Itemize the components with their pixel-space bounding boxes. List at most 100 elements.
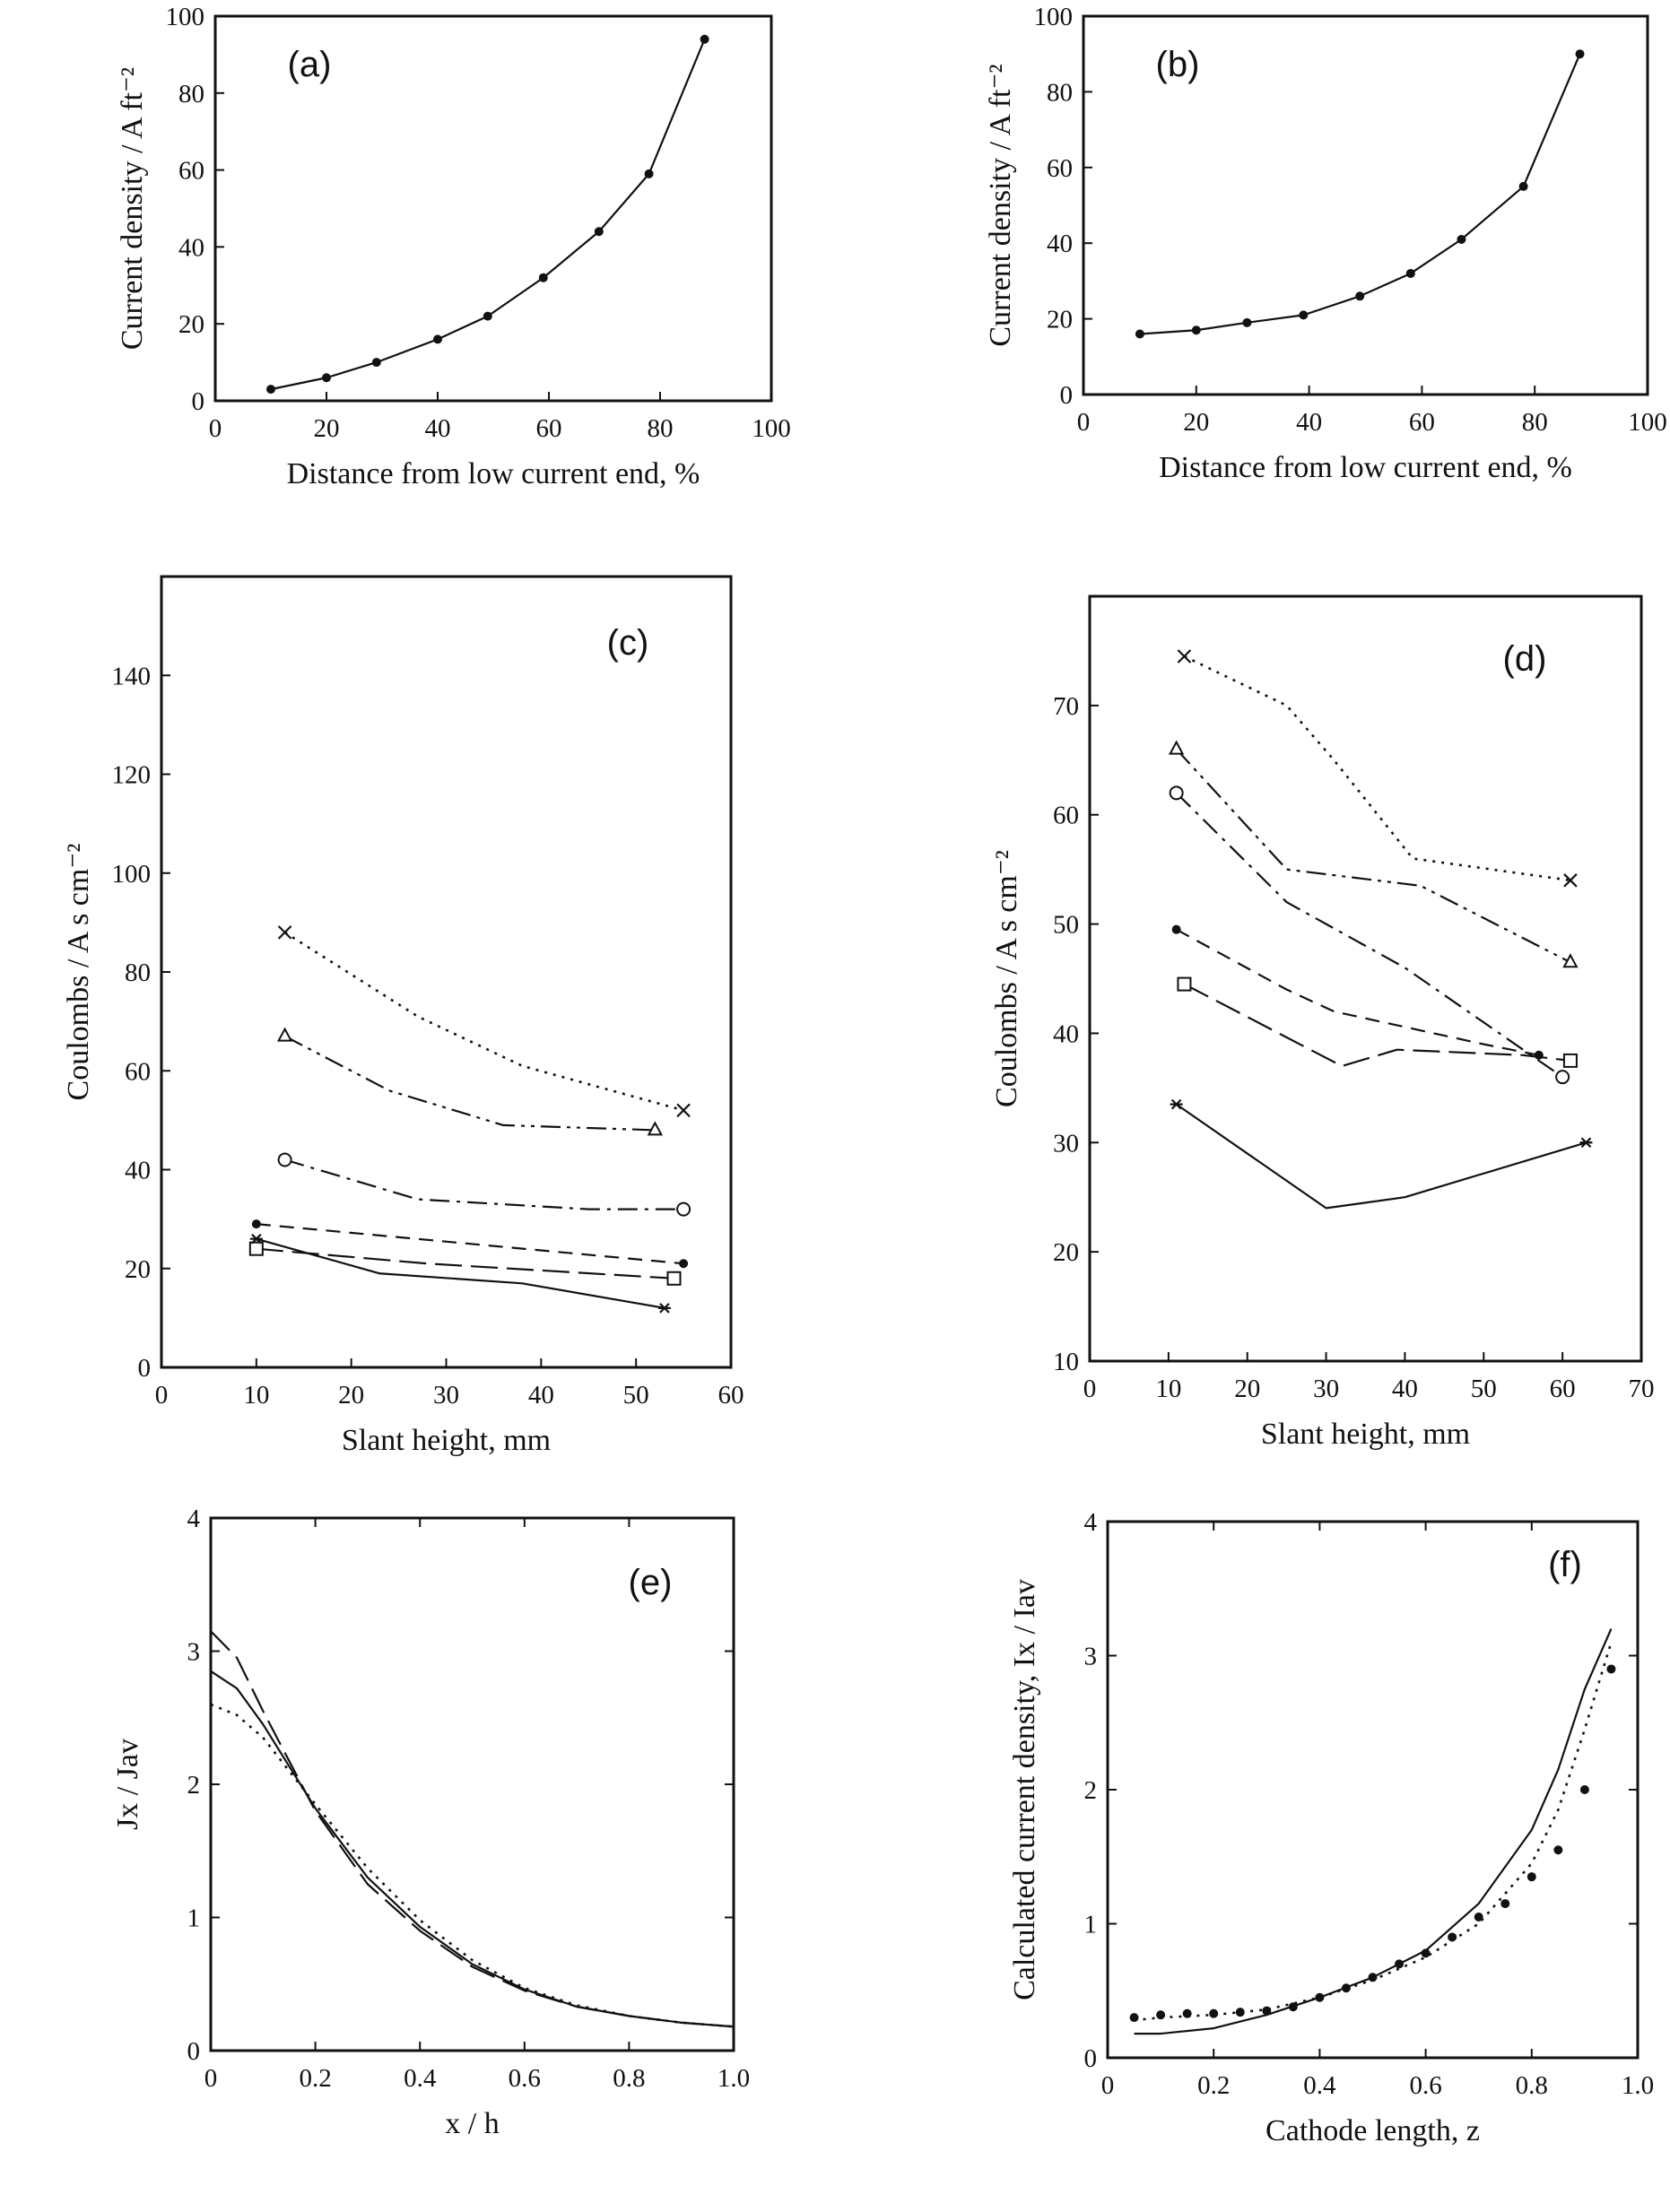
panel-a-y-tick-label: 40 xyxy=(178,233,204,262)
panel-e-y-tick-label: 2 xyxy=(187,1771,201,1800)
panel-d-frame xyxy=(1088,594,1643,1363)
panel-d-point xyxy=(1170,1098,1183,1110)
panel-c-point xyxy=(251,1219,261,1229)
panel-f-series-2-line xyxy=(1134,1642,1613,2022)
panel-c-y-tick-label: 0 xyxy=(138,1354,152,1383)
panel-d-x-tick-label: 20 xyxy=(1234,1375,1260,1403)
panel-c-y-tick-label: 140 xyxy=(112,662,152,690)
panel-c-point xyxy=(657,1303,671,1314)
panel-a-y-axis-title: Current density / A ft⁻² xyxy=(116,67,149,350)
panel-d-point xyxy=(1177,976,1192,992)
panel-f-x-tick-label: 0 xyxy=(1101,2071,1115,2100)
panel-d-series-6-line xyxy=(1176,1103,1587,1210)
panel-f-point xyxy=(1262,2006,1272,2016)
panel-f-y-axis-title: Calculated current density, Ix / Iav xyxy=(1008,1579,1041,2000)
panel-d-series-5 xyxy=(1177,976,1578,1068)
panel-b-y-tick-label: 20 xyxy=(1047,306,1073,334)
panel-d-y-tick-label: 50 xyxy=(1053,911,1079,940)
panel-a-point xyxy=(322,373,331,383)
panel-b-series-1 xyxy=(1135,49,1585,339)
panel-d-x-tick-label: 0 xyxy=(1083,1375,1097,1403)
panel-e-series-1 xyxy=(210,1630,735,2028)
panel-a-frame xyxy=(213,14,773,403)
panel-c-series-3 xyxy=(277,1152,691,1217)
panel-b-x-tick-label: 100 xyxy=(1628,408,1667,437)
panel-d-point xyxy=(1171,924,1181,934)
panel-f-series-3 xyxy=(1129,1664,1616,2023)
panel-f-x-axis-title: Cathode length, z xyxy=(1266,2114,1480,2147)
panel-c-x-tick-label: 30 xyxy=(433,1381,459,1410)
panel-c-point xyxy=(676,1103,691,1118)
panel-b-point xyxy=(1457,234,1466,244)
panel-d-point xyxy=(1579,1137,1593,1149)
panel-f-label: (f) xyxy=(1548,1545,1582,1584)
panel-c-y-tick-label: 100 xyxy=(112,860,152,889)
panel-d-point xyxy=(1562,953,1579,968)
panel-a-y-tick-label: 80 xyxy=(178,80,204,108)
panel-b-x-tick-label: 40 xyxy=(1296,408,1322,437)
panel-b-point xyxy=(1518,181,1528,191)
panel-d-x-tick-label: 70 xyxy=(1629,1375,1655,1403)
panel-e-series-2-line xyxy=(210,1670,735,2028)
panel-b-point xyxy=(1135,329,1144,339)
panel-f-x-tick-label: 0.2 xyxy=(1197,2071,1230,2100)
panel-d-series-4 xyxy=(1171,924,1544,1060)
panel-c-x-tick-label: 50 xyxy=(623,1381,649,1410)
panel-a-point xyxy=(594,227,604,237)
panel-c-point xyxy=(277,1152,292,1167)
panel-b-x-tick-label: 60 xyxy=(1409,408,1435,437)
panel-d-y-tick-label: 10 xyxy=(1053,1348,1079,1376)
panel-f-point xyxy=(1606,1664,1616,1674)
panel-a-point xyxy=(483,311,492,321)
panel-a-y-tick-label: 0 xyxy=(192,387,205,416)
panel-e-series-2 xyxy=(210,1670,735,2028)
panel-e-series-1-line xyxy=(210,1630,735,2028)
panel-d-x-tick-label: 50 xyxy=(1471,1375,1497,1403)
panel-e-y-tick-label: 3 xyxy=(187,1638,201,1667)
panel-d-y-tick-label: 40 xyxy=(1053,1019,1079,1048)
panel-b-point xyxy=(1575,49,1585,59)
panel-b-x-tick-label: 20 xyxy=(1183,408,1209,437)
panel-f-y-tick-label: 4 xyxy=(1084,1508,1098,1537)
panel-b-point xyxy=(1191,325,1201,335)
panel-d-point xyxy=(1555,1070,1570,1085)
panel-f-chart: 0 0.2 0.4 0.6 0.8 1.0 0 1 2 3 4 Cathode length, z Ca… xyxy=(1008,1508,1654,2147)
panel-b-y-tick-label: 60 xyxy=(1047,154,1073,183)
panel-c-series-2 xyxy=(276,1027,664,1136)
panel-f-point xyxy=(1526,1872,1536,1882)
panel-a-y-tick-label: 20 xyxy=(178,310,204,339)
panel-a-point xyxy=(644,169,654,178)
panel-d-series-1 xyxy=(1177,649,1578,888)
panel-a-series-1-line xyxy=(270,39,706,391)
panel-e-x-tick-label: 0.2 xyxy=(299,2064,331,2093)
panel-c-point xyxy=(276,1027,293,1042)
panel-a-x-tick-label: 40 xyxy=(425,414,451,443)
panel-d-series-3-line xyxy=(1175,792,1563,1079)
panel-e-y-tick-label: 1 xyxy=(187,1904,201,1933)
panel-f-point xyxy=(1209,2008,1219,2018)
panel-d-x-tick-label: 60 xyxy=(1550,1375,1576,1403)
panel-f-y-tick-label: 3 xyxy=(1084,1643,1098,1671)
panel-b-y-tick-label: 80 xyxy=(1047,78,1073,107)
panel-d-y-tick-label: 20 xyxy=(1053,1238,1079,1267)
panel-c-y-tick-label: 40 xyxy=(125,1157,151,1185)
panel-d-y-tick-label: 30 xyxy=(1053,1129,1079,1158)
panel-a-x-tick-label: 0 xyxy=(209,414,222,443)
panel-b-y-tick-label: 40 xyxy=(1047,230,1073,258)
panel-a-point xyxy=(700,34,709,44)
panel-a-point xyxy=(433,334,442,344)
panel-f-x-tick-label: 1.0 xyxy=(1622,2071,1654,2100)
panel-f-x-tick-label: 0.8 xyxy=(1516,2071,1548,2100)
panel-a-y-tick-label: 60 xyxy=(178,157,204,186)
panel-c-series-4 xyxy=(251,1219,689,1269)
panel-c-series-5 xyxy=(248,1241,682,1286)
panel-b-point xyxy=(1299,310,1309,320)
panel-c-point xyxy=(249,1233,263,1245)
panel-c-y-tick-label: 60 xyxy=(125,1057,151,1086)
panel-b-label: (b) xyxy=(1156,45,1200,84)
panel-e-x-tick-label: 1.0 xyxy=(718,2064,750,2093)
panel-b-y-tick-label: 0 xyxy=(1060,381,1074,410)
panel-d-point xyxy=(1563,873,1578,888)
panel-c-label: (c) xyxy=(607,623,649,663)
